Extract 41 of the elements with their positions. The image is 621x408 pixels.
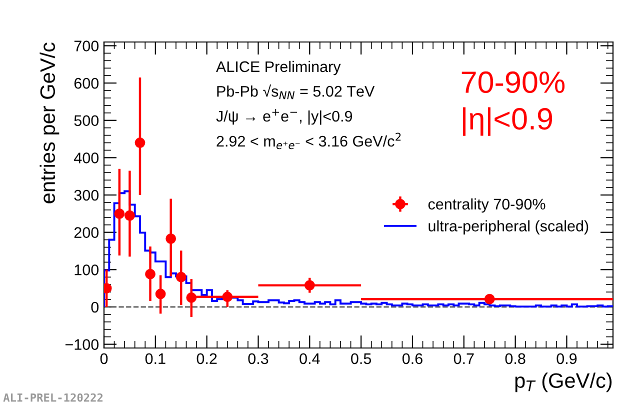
legend-label: centrality 70-90% (428, 198, 546, 213)
point (484, 294, 495, 304)
y-tick-label: 700 (74, 40, 99, 52)
point (176, 272, 186, 282)
point (155, 288, 166, 300)
x-tick-label: 0.5 (351, 353, 372, 364)
x-tick-label: 0.8 (505, 353, 526, 364)
y-tick-label: 600 (74, 78, 99, 89)
x-tick-label: 0.2 (196, 353, 217, 364)
point (166, 233, 176, 244)
x-axis-title: p$_{T}$ (GeV/c) (515, 372, 612, 392)
y-axis-title: entries per GeV/c (40, 42, 60, 204)
y-tick-label: 500 (74, 115, 99, 126)
point (134, 138, 146, 148)
point (124, 210, 135, 221)
x-tick-label: 0.1 (145, 353, 166, 364)
annotation: J/ψ → e$^{+}$e$^{−}$, |y|<0.9 (216, 108, 352, 125)
x-tick-label: 0.6 (402, 353, 422, 364)
x-tick-label: 0.4 (300, 353, 320, 364)
point (145, 268, 156, 280)
y-tick-label: 300 (74, 190, 99, 201)
y-tick-label: 400 (74, 152, 99, 164)
point (222, 292, 233, 302)
y-tick-label: −100 (65, 339, 99, 350)
legend-label: ultra-peripheral (scaled) (428, 220, 588, 234)
annotation: 70-90% (462, 71, 565, 94)
annotation: ALICE Preliminary (216, 60, 341, 76)
y-tick-label: 200 (74, 227, 99, 238)
annotation: 2.92 < m$_{e⁺e⁻}$ < 3.16 GeV/c$^{2}$ (216, 132, 401, 150)
annotation: Pb-Pb √s$_{NN}$ = 5.02 TeV (217, 84, 375, 100)
point (186, 292, 197, 303)
y-tick-label: 0 (91, 302, 99, 313)
text: ALI-PREL-120222 (3, 393, 103, 402)
x-tick-label: 0.7 (454, 353, 474, 364)
x-tick-label: 0.3 (248, 353, 268, 364)
y-tick-label: 100 (74, 264, 99, 276)
x-tick-label: 0.9 (556, 353, 577, 364)
point (114, 208, 125, 219)
annotation: |η|<0.9 (463, 107, 552, 136)
point (304, 280, 315, 291)
x-tick-label: 0 (100, 353, 108, 364)
